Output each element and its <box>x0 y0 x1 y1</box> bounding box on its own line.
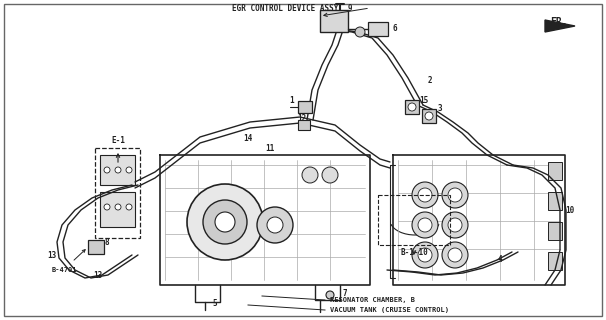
Circle shape <box>412 212 438 238</box>
Circle shape <box>104 167 110 173</box>
Bar <box>298 120 310 130</box>
Circle shape <box>448 248 462 262</box>
Text: 15: 15 <box>419 95 428 105</box>
Text: E-1: E-1 <box>111 135 125 145</box>
Bar <box>320 10 348 32</box>
Circle shape <box>408 103 416 111</box>
Text: EGR CONTROL DEVICE ASSY: EGR CONTROL DEVICE ASSY <box>232 4 338 12</box>
Circle shape <box>126 204 132 210</box>
Bar <box>548 162 562 180</box>
Text: 1: 1 <box>290 95 295 105</box>
Circle shape <box>267 217 283 233</box>
Circle shape <box>322 167 338 183</box>
Text: 3: 3 <box>438 103 442 113</box>
Text: 12: 12 <box>298 114 307 123</box>
Circle shape <box>115 167 121 173</box>
Bar <box>548 192 562 210</box>
Circle shape <box>215 212 235 232</box>
Circle shape <box>326 291 334 299</box>
Circle shape <box>355 27 365 37</box>
Circle shape <box>302 167 318 183</box>
Circle shape <box>412 242 438 268</box>
Text: 9: 9 <box>348 4 352 12</box>
Bar <box>422 109 436 123</box>
Circle shape <box>442 242 468 268</box>
Bar <box>100 155 135 185</box>
Bar <box>100 192 135 227</box>
Bar <box>378 195 450 245</box>
Text: 13: 13 <box>47 251 56 260</box>
Text: B-1-10: B-1-10 <box>400 247 428 257</box>
Circle shape <box>425 112 433 120</box>
Text: 2: 2 <box>428 76 432 84</box>
Bar <box>368 22 388 36</box>
Circle shape <box>448 218 462 232</box>
Bar <box>95 148 140 238</box>
Circle shape <box>412 182 438 208</box>
Circle shape <box>203 200 247 244</box>
Circle shape <box>115 204 121 210</box>
Circle shape <box>442 182 468 208</box>
Circle shape <box>418 248 432 262</box>
Text: 4: 4 <box>498 255 502 265</box>
Bar <box>548 222 562 240</box>
Circle shape <box>418 218 432 232</box>
Text: 13: 13 <box>93 271 102 281</box>
Text: 5: 5 <box>213 299 218 308</box>
Circle shape <box>187 184 263 260</box>
Bar <box>405 100 419 114</box>
Circle shape <box>418 188 432 202</box>
Bar <box>298 101 312 113</box>
Text: 11: 11 <box>265 143 275 153</box>
Circle shape <box>448 188 462 202</box>
Circle shape <box>442 212 468 238</box>
Text: 7: 7 <box>342 289 347 298</box>
Text: FR.: FR. <box>550 17 568 27</box>
Text: 6: 6 <box>393 23 398 33</box>
Text: 10: 10 <box>565 205 574 214</box>
Circle shape <box>126 167 132 173</box>
Text: B-4701: B-4701 <box>52 267 78 273</box>
Circle shape <box>104 204 110 210</box>
Text: 14: 14 <box>244 133 253 142</box>
Bar <box>548 252 562 270</box>
Circle shape <box>257 207 293 243</box>
Text: VACUUM TANK (CRUISE CONTROL): VACUUM TANK (CRUISE CONTROL) <box>330 307 449 313</box>
Polygon shape <box>545 20 575 32</box>
Text: RESONATOR CHAMBER, B: RESONATOR CHAMBER, B <box>330 297 415 303</box>
Bar <box>88 240 104 254</box>
Text: 8: 8 <box>105 237 109 246</box>
